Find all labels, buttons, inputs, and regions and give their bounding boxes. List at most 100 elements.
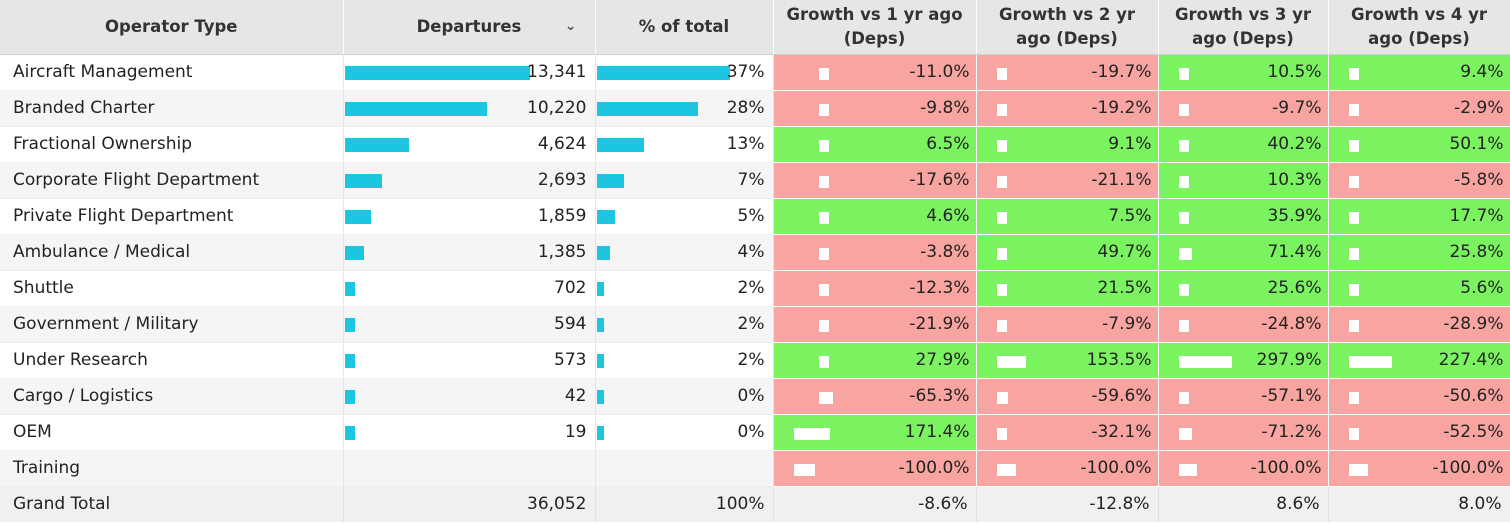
departures-cell: 4,624 — [343, 126, 596, 163]
growth-value: 50.1% — [1449, 134, 1504, 154]
operator-type-cell: Under Research — [0, 342, 344, 379]
growth-value: 297.9% — [1256, 350, 1322, 370]
chevron-down-icon[interactable]: ⌄ — [564, 18, 577, 34]
table-row[interactable]: Aircraft Management 13,341 37% -11.0% -19.7%… — [0, 54, 1510, 91]
departures-cell: 573 — [343, 342, 596, 379]
growth-3yr-cell: -100.0% — [1158, 450, 1329, 487]
header-departures[interactable]: Departures ⌄ — [343, 0, 596, 55]
growth-bar — [1178, 355, 1232, 368]
percent-value: 7% — [737, 170, 765, 190]
table-row[interactable]: Training -100.0% -100.0% -100.0% -100.0% — [0, 450, 1510, 487]
growth-bar — [818, 175, 829, 188]
header-growth-2yr[interactable]: Growth vs 2 yr ago (Deps) — [976, 0, 1159, 55]
growth-value: -21.1% — [1091, 170, 1152, 190]
growth-1yr-cell: -100.0% — [773, 450, 977, 487]
table-row[interactable]: Fractional Ownership 4,624 13% 6.5% 9.1% 40.2… — [0, 126, 1510, 163]
percent-value: 0% — [737, 422, 765, 442]
operator-type-cell: Cargo / Logistics — [0, 378, 344, 415]
table-row[interactable]: Under Research 573 2% 27.9% 153.5% 297.9% 227.… — [0, 342, 1510, 379]
growth-value: -100.0% — [1250, 458, 1322, 478]
header-operator-type[interactable]: Operator Type — [0, 0, 344, 55]
growth-value: -65.3% — [909, 386, 970, 406]
departures-value: 573 — [554, 350, 587, 370]
table-row[interactable]: Corporate Flight Department 2,693 7% -17.6%… — [0, 162, 1510, 199]
growth-value: -21.9% — [909, 314, 970, 334]
table-row[interactable]: Cargo / Logistics 42 0% -65.3% -59.6% -57.1% -… — [0, 378, 1510, 415]
growth-bar — [996, 67, 1007, 80]
percent-bar — [596, 209, 615, 224]
growth-value: -11.0% — [909, 62, 970, 82]
growth-value: 35.9% — [1267, 206, 1322, 226]
growth-bar — [1178, 139, 1189, 152]
growth-value: 71.4% — [1267, 242, 1322, 262]
percent-bar — [596, 353, 604, 368]
grand-total-percent: 100% — [595, 486, 774, 522]
growth-bar — [1348, 319, 1359, 332]
table-row[interactable]: Government / Military 594 2% -21.9% -7.9% -24… — [0, 306, 1510, 343]
growth-bar — [996, 319, 1007, 332]
percent-bar — [596, 65, 730, 80]
growth-value: 7.5% — [1108, 206, 1152, 226]
growth-2yr-cell: -7.9% — [976, 306, 1159, 343]
growth-value: 25.8% — [1449, 242, 1504, 262]
growth-3yr-cell: -9.7% — [1158, 90, 1329, 127]
grand-total-growth-2yr: -12.8% — [976, 486, 1159, 522]
growth-value: 10.5% — [1267, 62, 1322, 82]
percent-value: 2% — [737, 350, 765, 370]
growth-bar — [818, 139, 829, 152]
growth-bar — [1348, 103, 1359, 116]
table-row[interactable]: OEM 19 0% 171.4% -32.1% -71.2% -52.5% — [0, 414, 1510, 451]
header-growth-1yr[interactable]: Growth vs 1 yr ago (Deps) — [773, 0, 977, 55]
growth-bar — [1178, 283, 1189, 296]
percent-bar — [596, 245, 610, 260]
growth-1yr-cell: -12.3% — [773, 270, 977, 307]
header-growth-3yr[interactable]: Growth vs 3 yr ago (Deps) — [1158, 0, 1329, 55]
percent-value: 13% — [726, 134, 765, 154]
header-growth-4yr[interactable]: Growth vs 4 yr ago (Deps) — [1328, 0, 1510, 55]
grand-total-label: Grand Total — [0, 486, 344, 522]
percent-bar — [596, 281, 604, 296]
operator-type-cell: Fractional Ownership — [0, 126, 344, 163]
growth-bar — [1348, 139, 1359, 152]
table-row[interactable]: Private Flight Department 1,859 5% 4.6% 7.5%… — [0, 198, 1510, 235]
growth-2yr-cell: -32.1% — [976, 414, 1159, 451]
departures-cell: 13,341 — [343, 54, 596, 91]
percent-cell: 37% — [595, 54, 774, 91]
growth-1yr-cell: 6.5% — [773, 126, 977, 163]
growth-bar — [1178, 103, 1189, 116]
growth-bar — [996, 175, 1007, 188]
percent-bar — [596, 173, 624, 188]
growth-value: -100.0% — [1432, 458, 1504, 478]
growth-bar — [996, 247, 1007, 260]
growth-value: -17.6% — [909, 170, 970, 190]
growth-value: -19.2% — [1091, 98, 1152, 118]
growth-3yr-cell: 25.6% — [1158, 270, 1329, 307]
table-row[interactable]: Ambulance / Medical 1,385 4% -3.8% 49.7% 71.4… — [0, 234, 1510, 271]
growth-4yr-cell: 25.8% — [1328, 234, 1510, 271]
growth-value: 9.1% — [1108, 134, 1152, 154]
percent-cell: 28% — [595, 90, 774, 127]
departures-bar — [344, 65, 530, 80]
departures-value: 19 — [564, 422, 587, 442]
departures-cell: 1,859 — [343, 198, 596, 235]
table-row[interactable]: Branded Charter 10,220 28% -9.8% -19.2% -9.7%… — [0, 90, 1510, 127]
growth-value: -52.5% — [1443, 422, 1504, 442]
percent-cell: 13% — [595, 126, 774, 163]
growth-bar — [1178, 211, 1189, 224]
departures-value: 594 — [554, 314, 587, 334]
growth-2yr-cell: -19.7% — [976, 54, 1159, 91]
departures-cell: 702 — [343, 270, 596, 307]
growth-4yr-cell: -52.5% — [1328, 414, 1510, 451]
growth-4yr-cell: -2.9% — [1328, 90, 1510, 127]
growth-value: -24.8% — [1261, 314, 1322, 334]
growth-3yr-cell: 10.3% — [1158, 162, 1329, 199]
departures-cell: 42 — [343, 378, 596, 415]
departures-bar — [344, 317, 355, 332]
header-percent-total[interactable]: % of total — [595, 0, 774, 55]
growth-value: -32.1% — [1091, 422, 1152, 442]
growth-4yr-cell: -5.8% — [1328, 162, 1510, 199]
table-row[interactable]: Shuttle 702 2% -12.3% 21.5% 25.6% 5.6% — [0, 270, 1510, 307]
growth-value: -7.9% — [1102, 314, 1152, 334]
growth-bar — [818, 247, 829, 260]
growth-value: -100.0% — [898, 458, 970, 478]
